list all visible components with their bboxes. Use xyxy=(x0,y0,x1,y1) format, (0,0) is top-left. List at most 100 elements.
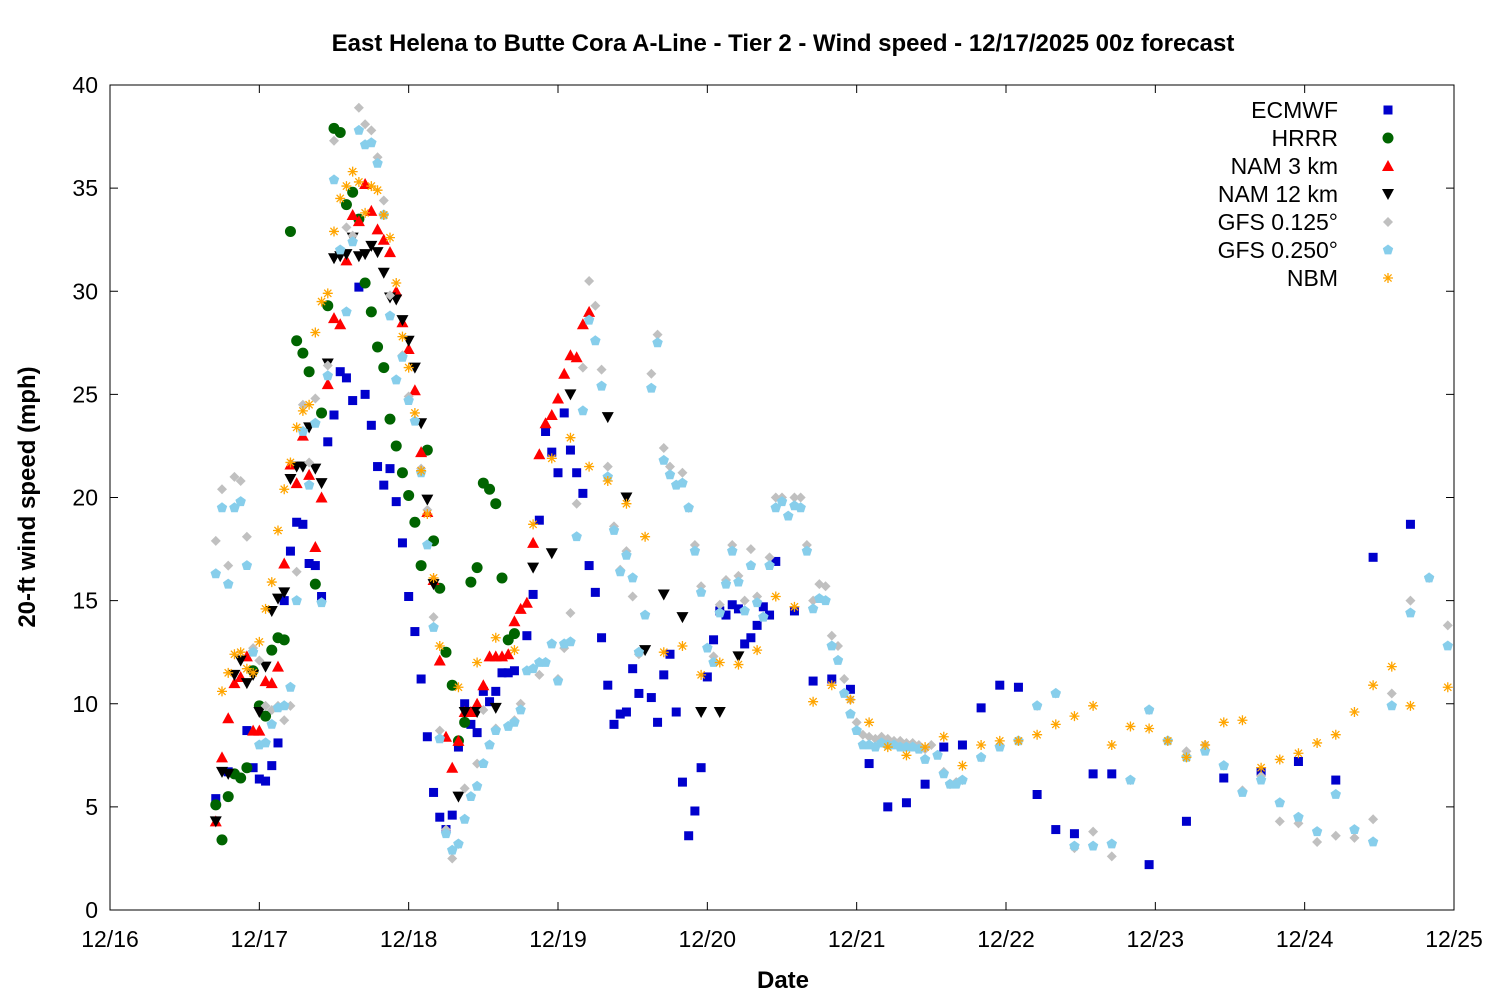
data-point-gfs-0-125 xyxy=(229,471,240,482)
data-point-gfs-0-250 xyxy=(851,725,862,735)
data-point-nam-12-km xyxy=(639,645,652,657)
data-point-nbm xyxy=(241,663,252,674)
data-point-gfs-0-125 xyxy=(1442,620,1453,631)
data-point-nbm xyxy=(1069,711,1080,722)
data-point-gfs-0-250 xyxy=(1274,797,1285,808)
data-point-ecmwf xyxy=(310,561,320,571)
data-point-ecmwf xyxy=(653,717,663,727)
data-point-nbm xyxy=(1442,682,1453,693)
data-point-ecmwf xyxy=(1368,552,1378,562)
data-point-nbm xyxy=(297,405,308,416)
data-point-gfs-0-250 xyxy=(1423,572,1435,583)
data-point-ecmwf xyxy=(765,610,775,620)
data-point-gfs-0-125 xyxy=(235,476,246,486)
y-tick-label: 5 xyxy=(85,794,98,820)
plot-frame xyxy=(109,84,1455,911)
data-point-nbm xyxy=(397,331,408,342)
data-point-gfs-0-250 xyxy=(845,708,856,719)
data-point-gfs-0-125 xyxy=(1405,595,1416,606)
data-point-ecmwf xyxy=(348,396,358,406)
data-point-hrrr xyxy=(260,710,272,722)
data-point-hrrr xyxy=(496,572,508,584)
legend-marker-gfs-0-250 xyxy=(1382,244,1394,255)
data-point-gfs-0-125 xyxy=(602,461,613,472)
data-point-nbm xyxy=(310,327,321,338)
data-point-ecmwf xyxy=(497,668,507,678)
data-point-ecmwf xyxy=(808,676,818,686)
data-point-ecmwf xyxy=(453,742,463,752)
data-point-nbm xyxy=(696,669,707,680)
data-point-hrrr xyxy=(390,440,402,452)
data-point-gfs-0-250 xyxy=(652,337,663,348)
y-tick-label: 40 xyxy=(72,72,98,98)
data-point-nam-3-km xyxy=(216,751,228,763)
data-point-ecmwf xyxy=(920,779,930,789)
data-point-ecmwf xyxy=(565,445,575,455)
data-point-gfs-0-125 xyxy=(297,399,308,410)
data-point-hrrr xyxy=(384,413,396,425)
data-point-gfs-0-125 xyxy=(789,492,800,503)
data-point-ecmwf xyxy=(1088,769,1098,779)
data-point-nbm xyxy=(1386,661,1397,672)
legend-marker-hrrr xyxy=(1382,132,1394,144)
data-point-gfs-0-125 xyxy=(279,715,290,726)
data-point-ecmwf xyxy=(721,610,731,620)
data-point-hrrr xyxy=(291,335,303,347)
data-point-gfs-0-125 xyxy=(596,364,607,375)
data-point-gfs-0-125 xyxy=(1349,832,1360,843)
x-tick-label: 12/19 xyxy=(529,926,587,952)
data-point-gfs-0-250 xyxy=(1442,640,1453,651)
data-point-nbm xyxy=(1274,754,1285,765)
data-point-ecmwf xyxy=(939,742,949,752)
data-point-gfs-0-250 xyxy=(919,753,931,764)
data-point-nbm xyxy=(1405,700,1416,711)
data-point-gfs-0-250 xyxy=(727,545,738,556)
data-point-gfs-0-125 xyxy=(322,360,333,371)
data-point-gfs-0-250 xyxy=(391,374,402,385)
data-point-gfs-0-250 xyxy=(677,477,688,488)
x-axis-label: Date xyxy=(757,967,809,994)
data-point-hrrr xyxy=(508,628,520,640)
data-point-ecmwf xyxy=(379,480,389,490)
data-point-gfs-0-250 xyxy=(316,597,327,608)
data-point-nbm xyxy=(528,519,539,530)
data-point-hrrr xyxy=(216,834,228,846)
data-point-nbm xyxy=(1237,715,1248,726)
x-tick-label: 12/17 xyxy=(231,926,289,952)
data-point-gfs-0-250 xyxy=(428,621,439,632)
data-point-ecmwf xyxy=(211,794,221,804)
data-point-hrrr xyxy=(322,300,334,312)
data-point-ecmwf xyxy=(559,408,569,418)
data-point-ecmwf xyxy=(752,620,762,630)
legend-marker-nam-12-km xyxy=(1382,189,1394,200)
data-point-ecmwf xyxy=(957,740,967,750)
data-point-gfs-0-250 xyxy=(596,380,607,391)
data-point-nbm xyxy=(1368,680,1379,691)
data-point-nbm xyxy=(1330,729,1341,740)
data-point-nam-3-km xyxy=(402,343,415,354)
data-point-gfs-0-125 xyxy=(1088,826,1099,837)
data-point-gfs-0-125 xyxy=(353,102,364,113)
legend-label-gfs-0-125: GFS 0.125° xyxy=(1218,209,1338,235)
data-point-nbm xyxy=(976,740,987,750)
data-point-gfs-0-250 xyxy=(615,566,626,577)
data-point-gfs-0-250 xyxy=(751,597,763,608)
data-point-gfs-0-250 xyxy=(440,828,452,839)
data-point-gfs-0-250 xyxy=(1125,774,1136,785)
data-point-gfs-0-125 xyxy=(652,329,663,340)
data-point-ecmwf xyxy=(385,464,395,474)
data-point-hrrr xyxy=(471,562,483,574)
data-point-ecmwf xyxy=(727,600,737,610)
data-point-nbm xyxy=(372,185,383,196)
data-point-gfs-0-250 xyxy=(745,560,757,570)
data-point-nbm xyxy=(422,509,433,519)
data-point-nbm xyxy=(1200,740,1211,750)
data-point-nbm xyxy=(335,193,346,204)
x-tick-label: 12/16 xyxy=(81,926,139,952)
data-point-nbm xyxy=(360,207,371,218)
data-point-nbm xyxy=(229,649,240,660)
data-point-gfs-0-250 xyxy=(303,479,315,490)
data-point-gfs-0-250 xyxy=(975,751,987,762)
legend-label-nam-3-km: NAM 3 km xyxy=(1231,153,1338,179)
data-point-gfs-0-125 xyxy=(347,230,358,241)
